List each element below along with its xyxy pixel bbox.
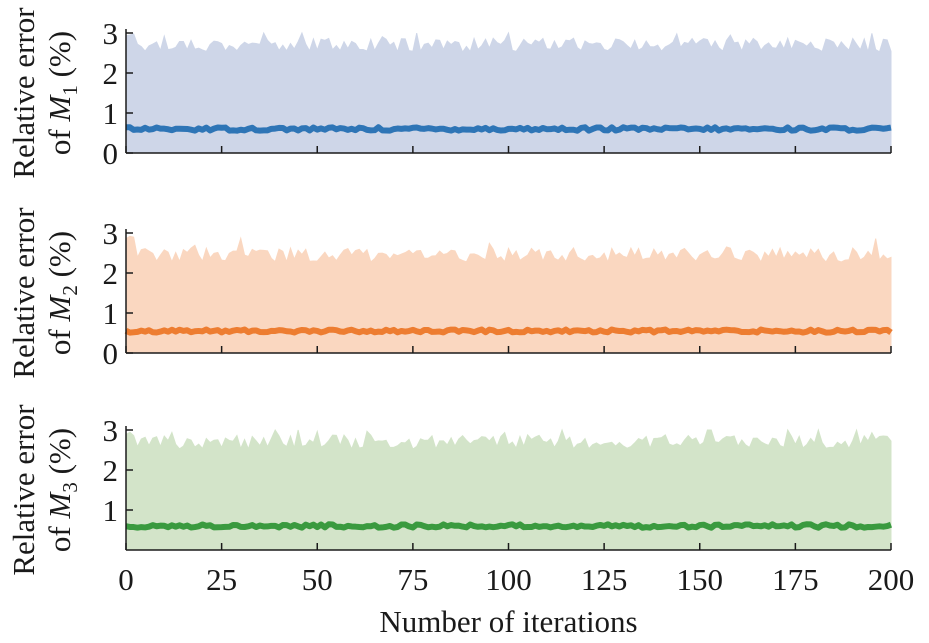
x-axis-label: Number of iterations	[379, 604, 637, 639]
xtick-label: 50	[302, 562, 333, 597]
xtick-label: 0	[118, 562, 134, 597]
panel-1-ytick-label: 0	[103, 136, 119, 171]
xtick-label: 25	[206, 562, 237, 597]
panel-3-ytick-label: 3	[103, 413, 119, 448]
panel-1-ytick-label: 3	[103, 16, 119, 51]
panel-3-mean-line	[125, 521, 893, 531]
panel-3-error-band	[125, 428, 892, 551]
panel-2-ytick-label: 3	[103, 216, 119, 251]
panel-2: 0 1 2 3 Relative error of M2 (%)	[6, 207, 893, 379]
panel-2-ytick-label: 2	[103, 256, 119, 291]
panel-1-mean-line	[125, 124, 892, 134]
panel-2-ytick-label: 0	[103, 336, 119, 371]
xtick-label: 125	[581, 562, 628, 597]
panel-2-ytick-label: 1	[103, 296, 119, 331]
xtick-label: 100	[485, 562, 532, 597]
panel-1-ylabel-line1: Relative error	[6, 7, 41, 179]
panel-3: 1 2 3 0 25 50 75 100 125 150 175 200 Relative error o…	[6, 404, 914, 639]
panel-2-ylabel-line1: Relative error	[6, 207, 41, 379]
xtick-label: 150	[677, 562, 724, 597]
xtick-label: 200	[868, 562, 915, 597]
panel-3-ytick-label: 2	[103, 453, 119, 488]
panel-1-ytick-label: 2	[103, 56, 119, 91]
panel-3-ylabel-line1: Relative error	[6, 404, 41, 576]
panel-1: 0 1 2 3 Relative error of M1 (%)	[6, 7, 892, 179]
panel-2-ylabel-line2: of M2 (%)	[42, 231, 82, 355]
panel-1-ylabel-line2: of M1 (%)	[42, 31, 82, 155]
panel-1-ytick-label: 1	[103, 96, 119, 131]
panel-2-mean-line	[124, 326, 893, 336]
panel-2-error-band	[125, 235, 892, 354]
panel-3-ylabel-line2: of M3 (%)	[42, 428, 82, 552]
xtick-label: 75	[397, 562, 428, 597]
panel-1-error-band	[125, 31, 892, 154]
panel-3-ytick-label: 1	[103, 493, 119, 528]
xtick-label: 175	[772, 562, 819, 597]
